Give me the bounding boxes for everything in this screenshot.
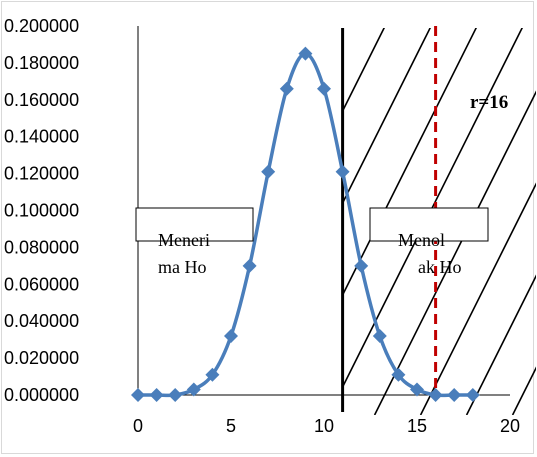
data-point — [224, 328, 238, 343]
data-point — [335, 164, 350, 179]
data-point — [242, 258, 257, 273]
y-tick-label: 0.060000 — [4, 274, 79, 294]
data-point — [131, 388, 145, 402]
y-tick-label: 0.040000 — [4, 311, 79, 331]
data-point — [186, 382, 201, 397]
x-tick-label: 10 — [314, 416, 334, 436]
reject-box-line1: Menol — [398, 230, 445, 250]
x-axis-tick-labels: 0 5 10 15 20 — [133, 416, 520, 436]
data-point — [465, 388, 480, 402]
hatch-line — [419, 182, 536, 415]
data-point — [391, 367, 406, 382]
hatch-line — [511, 366, 536, 415]
data-point — [205, 367, 220, 382]
data-point — [317, 81, 331, 96]
y-tick-label: 0.120000 — [4, 164, 79, 184]
y-tick-label: 0.140000 — [4, 127, 79, 147]
data-point — [279, 81, 294, 96]
data-point — [168, 388, 183, 402]
hatch-line — [342, 28, 385, 113]
data-point — [149, 388, 164, 402]
y-tick-label: 0.160000 — [4, 90, 79, 110]
y-tick-label: 0.020000 — [4, 348, 79, 368]
y-axis-tick-labels: 0.000000 0.020000 0.040000 0.060000 0.080000… — [4, 16, 79, 405]
x-tick-label: 5 — [226, 416, 236, 436]
y-tick-label: 0.180000 — [4, 53, 79, 73]
reject-box-line2: ak Ho — [418, 257, 462, 277]
data-point — [354, 258, 369, 273]
data-point — [261, 164, 276, 179]
data-point — [410, 382, 424, 397]
y-tick-label: 0.080000 — [4, 237, 79, 257]
x-tick-label: 0 — [133, 416, 143, 436]
accept-box-line2: ma Ho — [158, 257, 207, 277]
accept-box-line1: Meneri — [158, 230, 210, 250]
x-tick-label: 20 — [500, 416, 520, 436]
accept-region-box: Meneri ma Ho — [135, 207, 254, 277]
reject-region-box: Menol ak Ho — [369, 207, 489, 277]
y-tick-label: 0.100000 — [4, 201, 79, 221]
hatch-line — [342, 28, 431, 205]
data-point — [372, 328, 387, 343]
data-point — [298, 46, 313, 61]
y-tick-label: 0.000000 — [4, 385, 79, 405]
data-point — [428, 388, 443, 402]
reference-line-label: r=16 — [470, 92, 508, 113]
hatch-line — [465, 274, 536, 415]
data-point-markers — [131, 46, 480, 402]
y-tick-label: 0.200000 — [4, 16, 79, 36]
x-tick-label: 15 — [407, 416, 427, 436]
data-point — [447, 388, 462, 402]
